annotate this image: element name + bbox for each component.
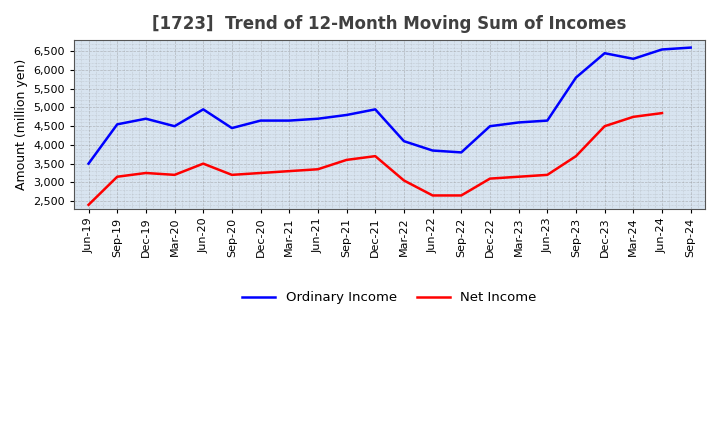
Net Income: [657, 110, 666, 116]
Net Income: [600, 124, 609, 129]
Ordinary Income: [543, 118, 552, 123]
Title: [1723]  Trend of 12-Month Moving Sum of Incomes: [1723] Trend of 12-Month Moving Sum of I…: [153, 15, 627, 33]
Ordinary Income: [228, 125, 236, 131]
Net Income: [629, 114, 638, 120]
Ordinary Income: [686, 45, 695, 50]
Line: Net Income: Net Income: [89, 113, 662, 205]
Net Income: [199, 161, 207, 166]
Ordinary Income: [457, 150, 466, 155]
Net Income: [400, 178, 408, 183]
Ordinary Income: [514, 120, 523, 125]
Ordinary Income: [572, 75, 580, 80]
Net Income: [285, 169, 294, 174]
Ordinary Income: [371, 107, 379, 112]
Ordinary Income: [256, 118, 265, 123]
Net Income: [428, 193, 437, 198]
Net Income: [314, 167, 323, 172]
Net Income: [514, 174, 523, 180]
Net Income: [485, 176, 494, 181]
Net Income: [170, 172, 179, 177]
Ordinary Income: [600, 51, 609, 56]
Ordinary Income: [314, 116, 323, 121]
Net Income: [228, 172, 236, 177]
Ordinary Income: [84, 161, 93, 166]
Ordinary Income: [199, 107, 207, 112]
Ordinary Income: [400, 139, 408, 144]
Ordinary Income: [428, 148, 437, 153]
Net Income: [572, 154, 580, 159]
Ordinary Income: [142, 116, 150, 121]
Net Income: [371, 154, 379, 159]
Net Income: [543, 172, 552, 177]
Ordinary Income: [113, 122, 122, 127]
Y-axis label: Amount (million yen): Amount (million yen): [15, 59, 28, 190]
Net Income: [142, 170, 150, 176]
Net Income: [457, 193, 466, 198]
Ordinary Income: [657, 47, 666, 52]
Net Income: [84, 202, 93, 207]
Net Income: [342, 157, 351, 162]
Ordinary Income: [342, 112, 351, 117]
Line: Ordinary Income: Ordinary Income: [89, 48, 690, 164]
Ordinary Income: [285, 118, 294, 123]
Ordinary Income: [629, 56, 638, 62]
Net Income: [113, 174, 122, 180]
Ordinary Income: [170, 124, 179, 129]
Legend: Ordinary Income, Net Income: Ordinary Income, Net Income: [237, 286, 542, 309]
Net Income: [256, 170, 265, 176]
Ordinary Income: [485, 124, 494, 129]
